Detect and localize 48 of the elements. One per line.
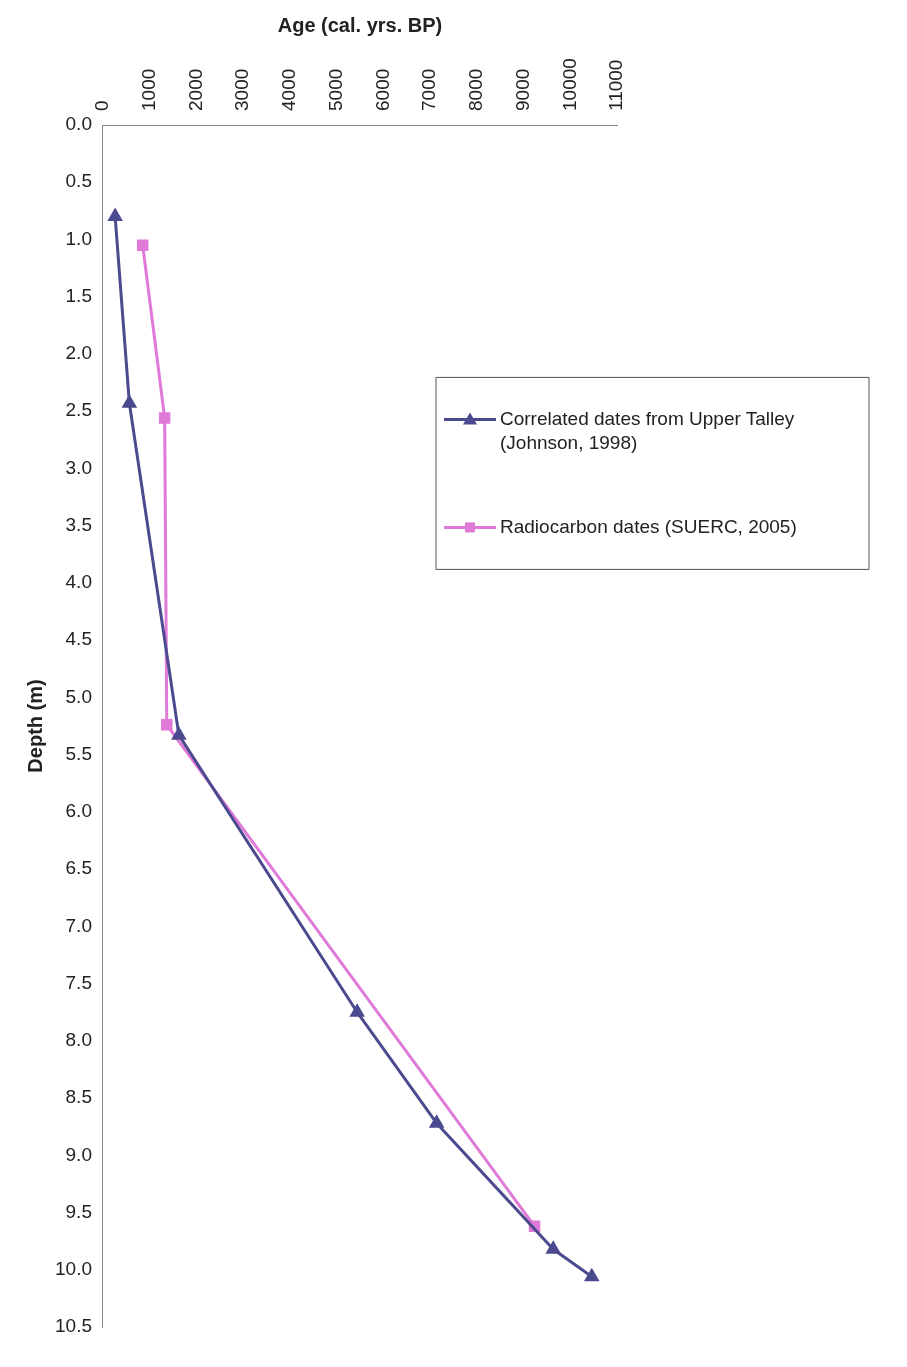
point bbox=[161, 719, 173, 731]
x-tick-label: 3000 bbox=[231, 68, 253, 111]
x-tick-label: 8000 bbox=[465, 68, 487, 111]
x-tick-label: 10000 bbox=[558, 58, 580, 111]
point bbox=[546, 1241, 560, 1254]
x-tick-label: 5000 bbox=[324, 68, 346, 111]
y-tick-label: 6.5 bbox=[65, 857, 92, 879]
y-tick-label: 9.0 bbox=[65, 1143, 92, 1165]
y-tick-label: 3.0 bbox=[65, 456, 92, 478]
y-tick-label: 2.0 bbox=[65, 342, 92, 364]
point bbox=[158, 412, 171, 424]
x-tick-label: 2000 bbox=[184, 68, 206, 111]
y-tick-label: 1.0 bbox=[65, 227, 92, 249]
y-tick-label: 0.0 bbox=[65, 113, 92, 135]
x-tick-label: 6000 bbox=[371, 68, 393, 111]
y-tick-label: 8.0 bbox=[65, 1029, 92, 1051]
x-tick-label: 1000 bbox=[137, 68, 159, 111]
point bbox=[136, 239, 149, 251]
y-tick-label: 10.5 bbox=[55, 1315, 92, 1337]
y-tick-label: 1.5 bbox=[65, 284, 92, 306]
y-tick-label: 7.5 bbox=[65, 971, 92, 993]
y-tick-label: 8.5 bbox=[65, 1086, 92, 1108]
point bbox=[122, 395, 137, 408]
x-tick-label: 0 bbox=[91, 100, 113, 111]
x-axis-title: Age (cal. yrs. BP) bbox=[277, 13, 443, 36]
legend-label: Radiocarbon dates (SUERC, 2005) bbox=[500, 515, 797, 537]
x-tick-label: 7000 bbox=[418, 68, 440, 111]
y-tick-label: 10.0 bbox=[55, 1258, 92, 1279]
x-tick-label: 4000 bbox=[278, 68, 300, 111]
y-tick-label: 3.5 bbox=[65, 513, 92, 535]
y-tick-label: 9.5 bbox=[65, 1200, 92, 1222]
y-tick-label: 6.0 bbox=[65, 800, 92, 822]
y-tick-label: 4.0 bbox=[65, 571, 92, 593]
legend-label: Correlated dates from Upper Talley (Johnson, 1998) bbox=[500, 407, 795, 453]
point bbox=[172, 727, 186, 740]
y-tick-label: 5.0 bbox=[65, 685, 92, 707]
point bbox=[350, 1004, 364, 1017]
y-axis-title: Depth (m) bbox=[23, 679, 46, 773]
y-tick-label: 2.5 bbox=[65, 399, 92, 421]
y-tick-label: 4.5 bbox=[65, 628, 92, 650]
x-tick-label: 11000 bbox=[605, 59, 627, 111]
y-tick-label: 7.0 bbox=[65, 914, 92, 936]
x-tick-label: 9000 bbox=[511, 68, 533, 111]
point bbox=[108, 209, 122, 222]
point bbox=[585, 1269, 599, 1282]
y-tick-label: 0.5 bbox=[65, 170, 92, 192]
y-tick-label: 5.5 bbox=[65, 742, 92, 764]
point bbox=[429, 1115, 444, 1128]
